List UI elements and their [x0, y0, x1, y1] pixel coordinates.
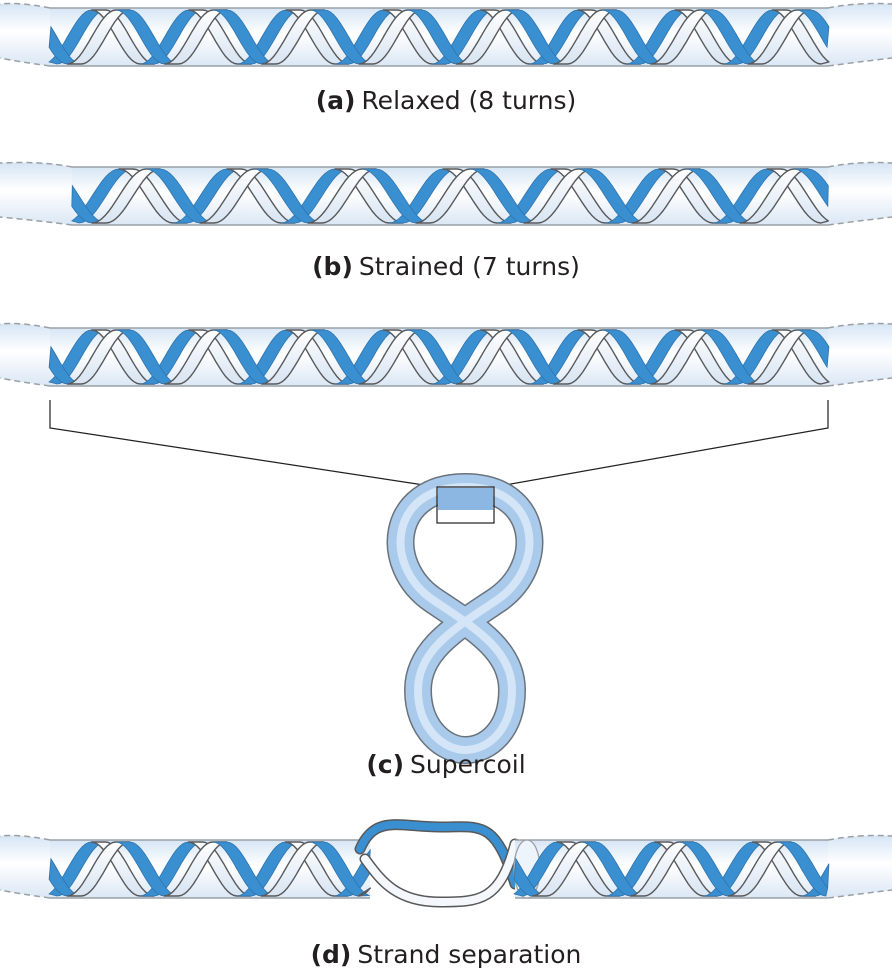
- dna-end-right-top: [827, 322, 892, 329]
- dna-end-right-bottom: [827, 377, 892, 387]
- zoom-connector-lines: [49, 400, 829, 488]
- dna-end-right: [828, 835, 892, 898]
- dna-end-right: [828, 162, 892, 225]
- helix-strand-back: [796, 329, 830, 369]
- dna-end-right-top: [827, 2, 892, 9]
- helix-strand-back: [793, 168, 829, 208]
- dna-end-left-bottom: [0, 57, 51, 67]
- dna-end-left-top: [0, 322, 51, 329]
- strand-separation-bubble: [354, 819, 521, 908]
- helix-strand-front: [357, 887, 371, 897]
- dna-end-left-bottom: [0, 377, 51, 387]
- zoom-box-fill: [438, 488, 493, 510]
- caption-d-tag: (d): [310, 940, 352, 969]
- dna-end-left-bottom: [0, 889, 51, 899]
- dna-end-right: [828, 323, 892, 386]
- caption-b-label: Strained (7 turns): [358, 252, 580, 281]
- dna-end-right: [828, 3, 892, 66]
- caption-b-tag: (b): [312, 252, 353, 281]
- zoom-box: [436, 486, 495, 524]
- relaxed-dna-helix: [0, 2, 892, 67]
- helix-strand-back: [776, 841, 829, 897]
- helix-strand-back: [309, 841, 371, 897]
- dna-end-left-top: [0, 834, 51, 841]
- caption-a: (a) Relaxed (8 turns): [0, 86, 892, 115]
- supercoil-dna-helix: [0, 322, 892, 387]
- zoom-line-right: [493, 400, 829, 488]
- caption-d: (d) Strand separation: [0, 940, 892, 969]
- separation-helix-right: [513, 834, 892, 899]
- dna-end-right-bottom: [827, 216, 892, 226]
- dna-end-right-top: [827, 161, 892, 168]
- dna-end-left-top: [0, 2, 51, 9]
- upper-strand: [356, 820, 519, 888]
- dna-end-right-bottom: [827, 889, 892, 899]
- dna-end-left: [0, 3, 50, 66]
- dna-end-left: [0, 835, 50, 898]
- dna-end-left-top: [0, 161, 73, 168]
- caption-c: (c) Supercoil: [0, 750, 892, 779]
- lower-strand: [361, 840, 519, 907]
- caption-a-tag: (a): [315, 86, 356, 115]
- caption-b: (b) Strained (7 turns): [0, 252, 892, 281]
- dna-end-right-top: [827, 834, 892, 841]
- helix-strand-back: [796, 9, 830, 49]
- strained-dna-helix: [0, 161, 892, 226]
- figure-eight-supercoil: [386, 473, 544, 764]
- zoom-line-left: [49, 400, 438, 488]
- supercoil-ring-highlight: [396, 483, 534, 754]
- caption-a-label: Relaxed (8 turns): [361, 86, 577, 115]
- dna-end-left: [0, 323, 50, 386]
- dna-end-left-bottom: [0, 216, 73, 226]
- caption-c-label: Supercoil: [410, 750, 526, 779]
- dna-end-left: [0, 162, 72, 225]
- caption-c-tag: (c): [366, 750, 405, 779]
- caption-d-label: Strand separation: [357, 940, 582, 969]
- separation-helix-left: [0, 834, 371, 899]
- dna-end-right-bottom: [827, 57, 892, 67]
